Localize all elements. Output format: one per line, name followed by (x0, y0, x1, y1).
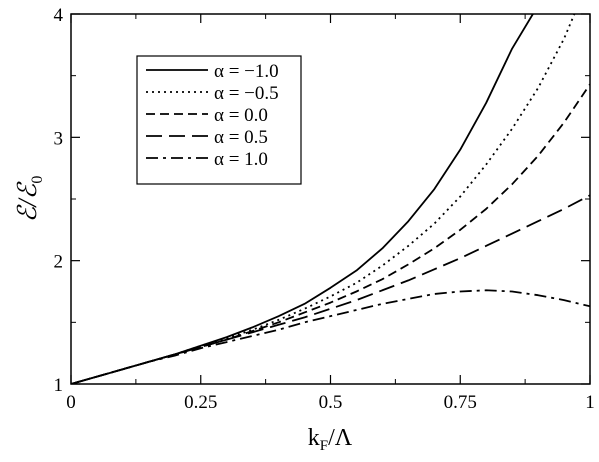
series-layer (71, 14, 590, 384)
legend-label-2: α = −0.5 (214, 83, 279, 104)
y-tick-label: 3 (54, 128, 64, 149)
y-axis-label-main: ℰ/ℰ (13, 181, 42, 222)
legend-label-3: α = 0.0 (214, 105, 268, 126)
y-axis-label-sub: 0 (29, 176, 46, 184)
tick-labels: 0 0.25 0.5 0.75 1 1 2 3 4 (54, 5, 595, 413)
y-tick-label: 1 (54, 375, 64, 396)
legend-label-4: α = 0.5 (214, 127, 268, 148)
legend: α = −1.0α = −0.5α = 0.0α = 0.5α = 1.0 (136, 55, 302, 185)
y-tick-label: 4 (54, 5, 64, 26)
x-tick-label: 0.5 (319, 392, 343, 413)
x-tick-label: 1 (585, 392, 595, 413)
legend-label-5: α = 1.0 (214, 149, 268, 170)
legend-box (136, 55, 302, 185)
x-tick-label: 0.75 (444, 392, 477, 413)
y-tick-label: 2 (54, 252, 64, 273)
x-axis-label-rest: /Λ (328, 425, 353, 451)
x-axis-label-sub: F (320, 438, 328, 454)
y-axis-label: ℰ/ℰ0 (13, 176, 46, 223)
x-tick-label: 0.25 (184, 392, 217, 413)
x-axis-label-main: k (308, 425, 320, 451)
x-axis-label: kF/Λ (308, 425, 353, 454)
series-line-4 (71, 194, 590, 384)
series-line-5 (71, 289, 590, 384)
axis-ticks (70, 13, 591, 385)
series-line-3 (71, 83, 590, 384)
x-tick-label: 0 (66, 392, 76, 413)
legend-label-1: α = −1.0 (214, 61, 279, 82)
